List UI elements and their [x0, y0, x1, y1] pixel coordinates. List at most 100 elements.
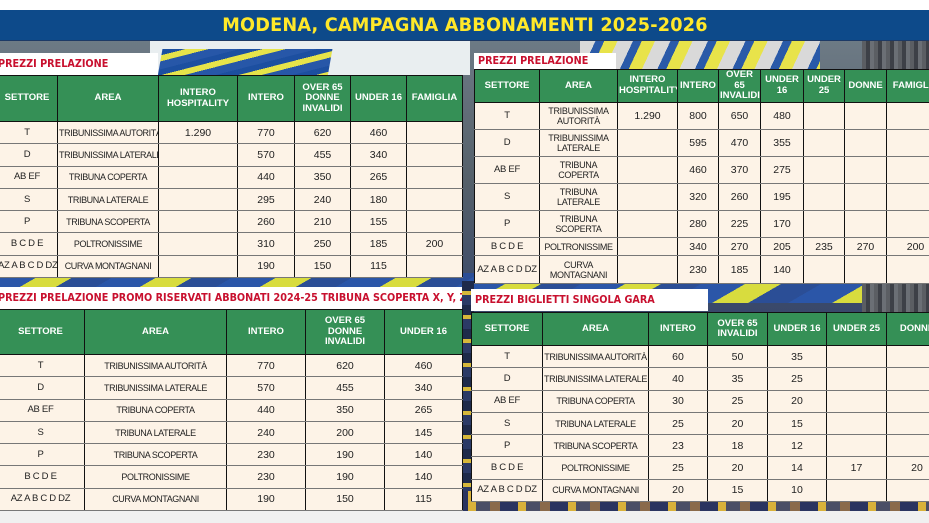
- cell-famiglia: 200: [406, 232, 463, 256]
- table-row: P TRIBUNA SCOPERTA 280 225 170: [474, 210, 929, 239]
- table-prelazione-2024: SETTORE AREA INTERO HOSPITALITY INTERO O…: [0, 75, 463, 279]
- cell-under16: 355: [760, 128, 804, 157]
- cell-settore: T: [471, 344, 543, 369]
- cell-intero: 570: [226, 376, 306, 400]
- cell-under16: 195: [760, 183, 804, 212]
- cell-intero-hospitality: [617, 255, 678, 284]
- cell-under16: 180: [350, 187, 407, 212]
- cell-famiglia: [886, 183, 929, 212]
- col-header-area: AREA: [84, 309, 227, 355]
- cell-intero-hospitality: [158, 232, 238, 256]
- cell-famiglia: [886, 128, 929, 157]
- cell-settore: S: [0, 187, 58, 212]
- cell-settore: P: [0, 443, 85, 467]
- col-header-under16: UNDER 16: [760, 69, 804, 103]
- cell-area: TRIBUNISSIMA AUTORITÀ: [57, 120, 159, 145]
- cell-over65: 650: [718, 101, 761, 130]
- cell-over65: 150: [294, 254, 351, 279]
- cell-area: TRIBUNA COPERTA: [57, 165, 159, 189]
- cell-over65: 190: [305, 465, 385, 489]
- cell-over65: 150: [305, 487, 385, 512]
- cell-area: TRIBUNISSIMA LATERALE: [539, 128, 618, 157]
- cell-under16: 14: [767, 456, 827, 480]
- cell-famiglia: [406, 187, 463, 212]
- cell-famiglia: 200: [886, 237, 929, 257]
- cell-settore: AZ A B C D DZ: [0, 487, 85, 512]
- table-row: AB EF TRIBUNA COPERTA 460 370 275: [474, 155, 929, 185]
- col-header-famiglia: FAMIGLIA: [886, 69, 929, 103]
- cell-intero: 340: [677, 237, 719, 257]
- cell-intero: 60: [648, 344, 708, 369]
- cell-over65: 455: [294, 143, 351, 167]
- col-header-over65-donne-invalidi: OVER 65 DONNE INVALIDI: [294, 75, 351, 122]
- table-prelazione-2025: SETTORE AREA INTERO HOSPITALITY INTERO O…: [474, 69, 929, 284]
- section-title-prelazione-2: PREZZI PRELAZIONE: [474, 53, 616, 69]
- cell-over65: 260: [718, 183, 761, 212]
- cell-over65: 225: [718, 210, 761, 239]
- table-row: AZ A B C D DZ CURVA MONTAGNANI 190 150 1…: [0, 254, 463, 279]
- page-title: MODENA, CAMPAGNA ABBONAMENTI 2025-2026: [221, 14, 708, 36]
- table-row: AZ A B C D DZ CURVA MONTAGNANI 230 185 1…: [474, 255, 929, 284]
- cell-intero: 460: [677, 155, 719, 185]
- cell-under25: [826, 434, 887, 458]
- cell-settore: T: [474, 101, 540, 130]
- cell-area: CURVA MONTAGNANI: [57, 254, 159, 279]
- table-row: S TRIBUNA LATERALE 240 200 145: [0, 420, 463, 445]
- col-header-donne: DONNE: [844, 69, 887, 103]
- table-row: B C D E POLTRONISSIME 25 20 14 17 20: [471, 456, 929, 480]
- cell-under16: 20: [767, 389, 827, 413]
- cell-intero: 320: [677, 183, 719, 212]
- col-header-over65-invalidi: OVER 65 INVALIDI: [707, 312, 768, 346]
- cell-famiglia: [406, 120, 463, 145]
- cell-donne: 20: [886, 456, 929, 480]
- cell-intero-hospitality: [617, 183, 678, 212]
- cell-intero: 230: [226, 465, 306, 489]
- col-header-settore: SETTORE: [0, 75, 58, 122]
- cell-under25: [826, 389, 887, 413]
- cell-intero: 25: [648, 411, 708, 436]
- cell-intero: 190: [226, 487, 306, 512]
- cell-settore: AZ A B C D DZ: [474, 255, 540, 284]
- col-header-under16: UNDER 16: [384, 309, 463, 355]
- cell-intero-hospitality: [158, 187, 238, 212]
- cell-under16: 145: [384, 420, 463, 445]
- cell-donne: [886, 367, 929, 391]
- cell-intero: 190: [237, 254, 295, 279]
- cell-famiglia: [406, 165, 463, 189]
- cell-settore: S: [474, 183, 540, 212]
- table-row: D TRIBUNISSIMA LATERALE 595 470 355: [474, 128, 929, 157]
- cell-over65: 20: [707, 456, 768, 480]
- cell-under16: 115: [384, 487, 463, 512]
- cell-donne: 270: [844, 237, 887, 257]
- col-header-donne: DONNE: [886, 312, 929, 346]
- bottom-margin: [0, 511, 929, 523]
- cell-over65: 620: [294, 120, 351, 145]
- cell-area: POLTRONISSIME: [542, 456, 649, 480]
- cell-area: TRIBUNA SCOPERTA: [84, 443, 227, 467]
- cell-over65: 350: [294, 165, 351, 189]
- cell-under25: [803, 183, 845, 212]
- cell-intero-hospitality: [158, 165, 238, 189]
- table-row: AZ A B C D DZ CURVA MONTAGNANI 20 15 10: [471, 478, 929, 503]
- col-header-intero-hospitality: INTERO HOSPITALITY: [617, 69, 678, 103]
- col-header-settore: SETTORE: [471, 312, 543, 346]
- cell-intero: 40: [648, 367, 708, 391]
- col-header-famiglia: FAMIGLIA: [406, 75, 463, 122]
- cell-under16: 155: [350, 210, 407, 234]
- cell-famiglia: [406, 254, 463, 279]
- cell-intero-hospitality: 1.290: [617, 101, 678, 130]
- cell-intero-hospitality: [617, 128, 678, 157]
- cell-area: TRIBUNA LATERALE: [542, 411, 649, 436]
- cell-area: CURVA MONTAGNANI: [539, 255, 618, 284]
- cell-area: CURVA MONTAGNANI: [542, 478, 649, 503]
- cell-intero-hospitality: [617, 237, 678, 257]
- cell-donne: [844, 128, 887, 157]
- cell-donne: [844, 255, 887, 284]
- cell-area: TRIBUNA SCOPERTA: [542, 434, 649, 458]
- cell-settore: P: [471, 434, 543, 458]
- cell-under16: 15: [767, 411, 827, 436]
- cell-intero-hospitality: [158, 254, 238, 279]
- col-header-intero: INTERO: [237, 75, 295, 122]
- cell-under16: 205: [760, 237, 804, 257]
- cell-settore: D: [0, 376, 85, 400]
